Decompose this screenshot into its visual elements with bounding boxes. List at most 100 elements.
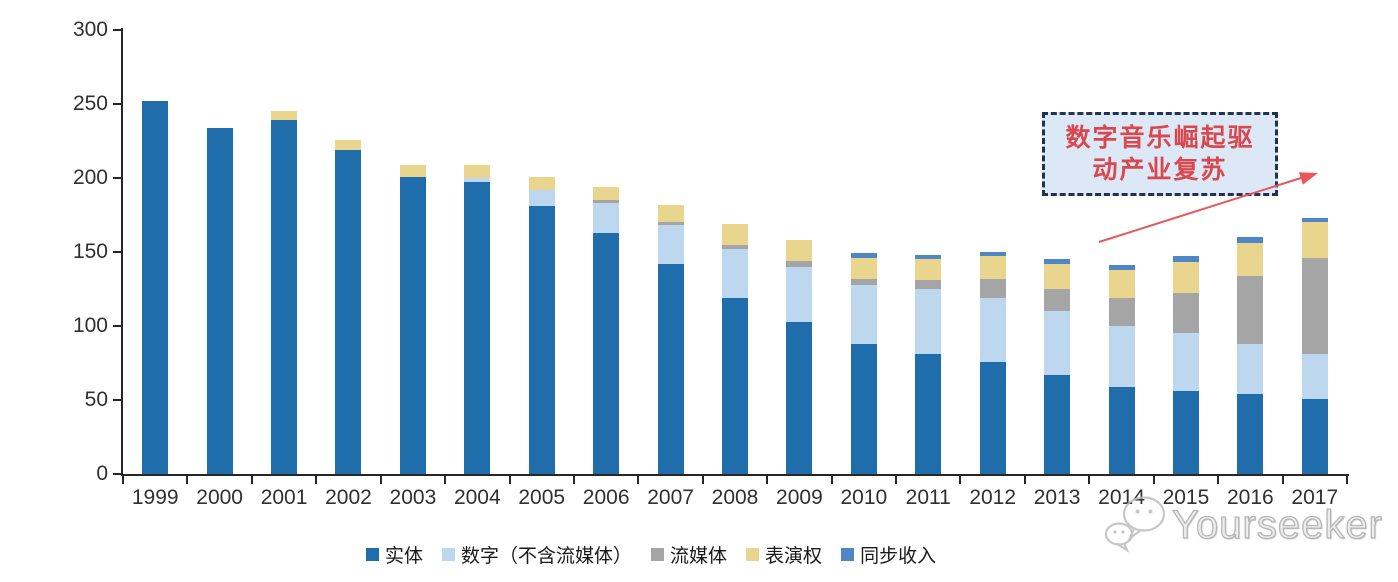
bar-segment-performance xyxy=(1237,243,1264,276)
x-axis-tick xyxy=(250,476,253,484)
bar-segment-streaming xyxy=(1044,289,1071,312)
x-tick-label: 2009 xyxy=(776,486,823,509)
bar-segment-streaming xyxy=(850,278,877,285)
bar-segment-physical xyxy=(786,321,813,474)
bar-segment-sync xyxy=(915,254,942,260)
y-axis-line xyxy=(121,28,123,476)
bar-segment-digital xyxy=(1108,326,1135,387)
x-axis-tick xyxy=(379,476,382,484)
bar-segment-physical xyxy=(657,263,684,474)
annotation-text-line1: 数字音乐崛起驱 xyxy=(1065,122,1255,152)
bar-segment-digital xyxy=(722,249,748,298)
bar-segment-streaming xyxy=(657,222,684,226)
y-tick-label: 300 xyxy=(72,18,108,41)
legend-item-physical: 实体 xyxy=(366,541,423,568)
x-tick-label: 2011 xyxy=(905,486,951,509)
bar-segment-performance xyxy=(979,256,1006,279)
bar-segment-streaming xyxy=(1108,297,1135,326)
bar-segment-digital xyxy=(1044,311,1071,375)
bar-segment-physical xyxy=(850,343,877,474)
legend-swatch-performance xyxy=(746,548,760,561)
bar-segment-physical xyxy=(1108,386,1135,474)
bar-segment-streaming xyxy=(979,278,1006,298)
annotation-callout: 数字音乐崛起驱 动产业复苏 xyxy=(1042,112,1278,196)
x-tick-label: 2003 xyxy=(389,486,437,509)
bar-segment-performance xyxy=(1108,269,1135,298)
bar-segment-performance xyxy=(528,176,555,190)
x-tick-label: 1999 xyxy=(131,486,179,509)
legend-item-sync: 同步收入 xyxy=(841,541,936,568)
legend-label-sync: 同步收入 xyxy=(860,545,937,567)
bar-segment-streaming xyxy=(722,244,748,250)
y-axis-tick xyxy=(113,251,122,253)
y-axis-tick xyxy=(113,103,122,105)
bar-segment-performance xyxy=(722,223,748,245)
y-tick-label: 200 xyxy=(72,166,108,189)
bar-segment-physical xyxy=(722,297,748,474)
x-axis-tick xyxy=(830,476,833,484)
bar-segment-performance xyxy=(1172,262,1199,294)
x-tick-label: 2007 xyxy=(647,486,694,509)
x-axis-tick xyxy=(1346,476,1348,484)
bar-segment-performance xyxy=(786,240,813,261)
bar-segment-physical xyxy=(464,182,491,474)
x-tick-label: 2006 xyxy=(582,486,630,509)
bar-segment-physical xyxy=(142,101,169,474)
legend-label-digital: 数字（不含流媒体） xyxy=(461,545,633,567)
bar-segment-physical xyxy=(1237,394,1264,474)
x-axis-tick xyxy=(508,476,511,484)
bar-segment-digital xyxy=(1172,333,1199,392)
x-axis-tick xyxy=(315,476,318,484)
x-tick-label: 2012 xyxy=(969,486,1017,509)
x-axis-tick xyxy=(701,476,704,484)
bar-segment-physical xyxy=(915,354,942,474)
bar-segment-sync xyxy=(1237,237,1264,244)
bar-segment-performance xyxy=(1301,222,1328,258)
x-tick-label: 2016 xyxy=(1227,486,1274,509)
bar-segment-digital xyxy=(850,284,877,344)
bar-segment-digital xyxy=(915,289,942,355)
x-axis-tick xyxy=(1152,476,1155,484)
bar-segment-sync xyxy=(1108,265,1135,270)
bar-segment-streaming xyxy=(1172,293,1199,334)
x-tick-label: 2010 xyxy=(840,486,888,509)
x-axis-tick xyxy=(637,476,640,484)
x-tick-label: 2015 xyxy=(1162,486,1210,509)
watermark: Yourseeker xyxy=(1104,494,1383,556)
y-axis-tick xyxy=(113,473,122,475)
bar-segment-performance xyxy=(335,139,362,150)
legend-item-streaming: 流媒体 xyxy=(651,541,727,568)
bar-segment-performance xyxy=(850,257,877,279)
bar-segment-digital xyxy=(1237,343,1264,395)
bar-segment-physical xyxy=(979,361,1006,474)
y-axis-tick xyxy=(113,29,122,31)
x-axis-tick xyxy=(1023,476,1026,484)
bar-segment-sync xyxy=(1301,217,1328,223)
bar-segment-streaming xyxy=(1301,257,1328,355)
bar-segment-sync xyxy=(1172,256,1199,263)
x-tick-label: 2017 xyxy=(1291,486,1339,509)
x-axis-tick xyxy=(1217,476,1220,484)
bar-segment-physical xyxy=(399,176,426,474)
bar-segment-digital xyxy=(464,178,491,183)
x-axis-tick xyxy=(959,476,962,484)
x-tick-label: 2000 xyxy=(196,486,243,509)
x-axis-line xyxy=(121,474,1349,476)
wechat-bubbles-icon xyxy=(1104,496,1166,553)
bar-segment-performance xyxy=(271,111,298,121)
bar-segment-digital xyxy=(593,203,620,233)
bar-segment-performance xyxy=(657,204,684,223)
bar-segment-physical xyxy=(1301,398,1328,474)
y-axis-tick xyxy=(113,399,122,401)
y-axis-tick xyxy=(113,177,122,179)
y-tick-label: 150 xyxy=(72,240,108,263)
y-tick-label: 250 xyxy=(72,92,108,115)
legend-label-streaming: 流媒体 xyxy=(670,545,728,567)
y-tick-label: 0 xyxy=(96,462,108,485)
bar-segment-performance xyxy=(1044,263,1071,289)
bar-segment-digital xyxy=(786,266,813,322)
x-tick-label: 2008 xyxy=(711,486,759,509)
bar-segment-physical xyxy=(528,206,555,474)
x-axis-tick xyxy=(444,476,447,484)
